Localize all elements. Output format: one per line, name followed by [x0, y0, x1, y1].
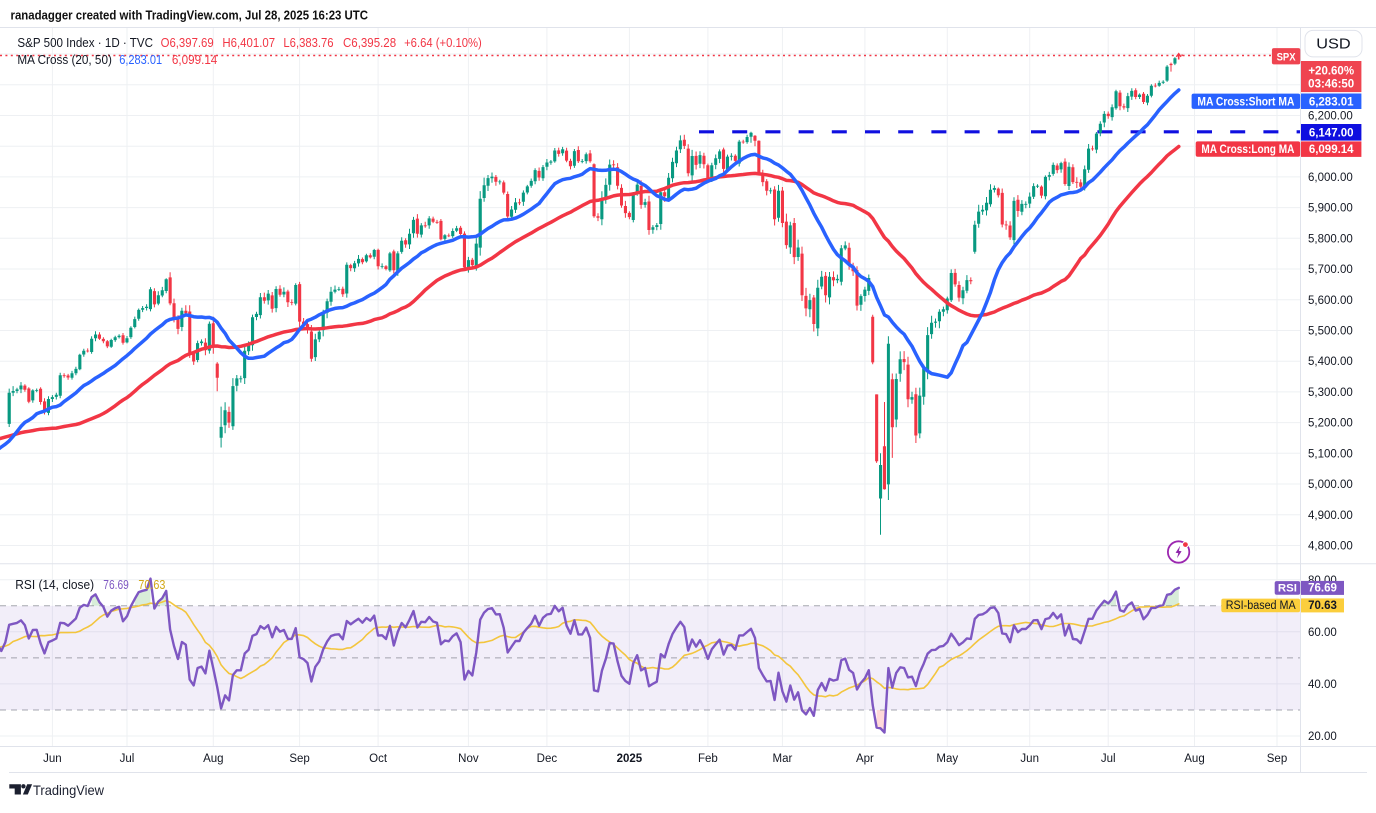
svg-text:5,200.00: 5,200.00	[1308, 418, 1353, 430]
svg-text:70.63: 70.63	[138, 577, 165, 592]
svg-text:6,147.00: 6,147.00	[1309, 127, 1354, 139]
svg-text:RSI (14, close): RSI (14, close)	[15, 577, 94, 592]
svg-text:+6.64 (+0.10%): +6.64 (+0.10%)	[404, 35, 482, 50]
svg-text:5,600.00: 5,600.00	[1308, 295, 1353, 307]
svg-text:MA Cross (20, 50): MA Cross (20, 50)	[17, 52, 112, 67]
svg-text:RSI-based MA: RSI-based MA	[1226, 600, 1296, 612]
svg-text:4,800.00: 4,800.00	[1308, 541, 1353, 553]
svg-text:Jul: Jul	[120, 753, 135, 765]
svg-text:+20.60%: +20.60%	[1308, 65, 1354, 77]
svg-text:76.69: 76.69	[1308, 583, 1337, 595]
svg-text:RSI: RSI	[1278, 582, 1297, 594]
svg-text:5,800.00: 5,800.00	[1308, 233, 1353, 245]
svg-text:Jul: Jul	[1101, 753, 1116, 765]
svg-text:Aug: Aug	[1184, 753, 1204, 765]
svg-text:Aug: Aug	[203, 753, 223, 765]
svg-text:MA Cross:Long MA: MA Cross:Long MA	[1201, 144, 1294, 156]
svg-text:Dec: Dec	[537, 753, 558, 765]
svg-text:Apr: Apr	[856, 753, 874, 765]
svg-text:May: May	[936, 753, 958, 765]
svg-text:Oct: Oct	[369, 753, 388, 765]
svg-text:5,400.00: 5,400.00	[1308, 356, 1353, 368]
svg-text:2025: 2025	[617, 753, 643, 765]
svg-text:20.00: 20.00	[1308, 731, 1337, 743]
svg-text:6,099.14: 6,099.14	[1309, 144, 1354, 156]
svg-text:5,900.00: 5,900.00	[1308, 203, 1353, 215]
svg-text:Jun: Jun	[1020, 753, 1039, 765]
svg-text:5,500.00: 5,500.00	[1308, 326, 1353, 338]
svg-text:5,100.00: 5,100.00	[1308, 448, 1353, 460]
svg-text:C6,395.28: C6,395.28	[343, 35, 396, 50]
svg-text:6,099.14: 6,099.14	[172, 52, 217, 67]
svg-text:Nov: Nov	[458, 753, 479, 765]
svg-text:USD: USD	[1316, 36, 1351, 53]
svg-text:Sep: Sep	[289, 753, 309, 765]
svg-text:40.00: 40.00	[1308, 679, 1337, 691]
svg-text:H6,401.07: H6,401.07	[222, 35, 275, 50]
svg-text:5,700.00: 5,700.00	[1308, 264, 1353, 276]
svg-text:76.69: 76.69	[103, 577, 129, 592]
svg-text:03:46:50: 03:46:50	[1308, 78, 1354, 90]
svg-text:ranadagger created with Tradin: ranadagger created with TradingView.com,…	[11, 9, 369, 23]
svg-text:6,283.01: 6,283.01	[119, 52, 162, 67]
svg-text:MA Cross:Short MA: MA Cross:Short MA	[1197, 96, 1294, 108]
svg-text:Sep: Sep	[1267, 753, 1287, 765]
svg-text:6,283.01: 6,283.01	[1309, 96, 1354, 108]
svg-text:Feb: Feb	[698, 753, 718, 765]
svg-text:Mar: Mar	[772, 753, 792, 765]
svg-text:SPX: SPX	[1277, 51, 1297, 63]
svg-text:5,000.00: 5,000.00	[1308, 479, 1353, 491]
svg-text:L6,383.76: L6,383.76	[283, 35, 333, 50]
svg-text:6,200.00: 6,200.00	[1308, 111, 1353, 123]
svg-text:Jun: Jun	[43, 753, 62, 765]
svg-text:S&P 500 Index · 1D · TVC: S&P 500 Index · 1D · TVC	[17, 35, 153, 50]
svg-text:O6,397.69: O6,397.69	[161, 35, 214, 50]
svg-text:70.63: 70.63	[1308, 600, 1337, 612]
svg-text:TradingView: TradingView	[33, 782, 105, 798]
svg-text:6,000.00: 6,000.00	[1308, 172, 1353, 184]
svg-text:4,900.00: 4,900.00	[1308, 510, 1353, 522]
svg-text:60.00: 60.00	[1308, 627, 1337, 639]
svg-text:5,300.00: 5,300.00	[1308, 387, 1353, 399]
